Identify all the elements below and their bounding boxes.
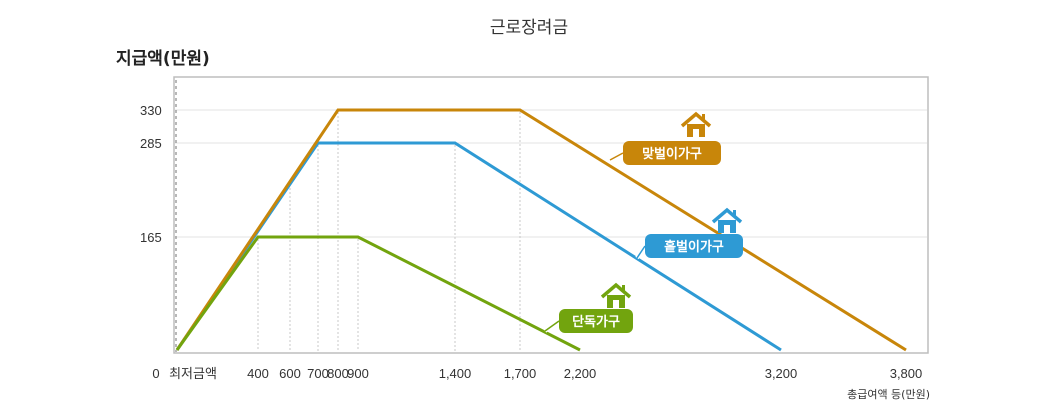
plot-frame <box>173 76 929 354</box>
origin-label: 0 <box>152 366 159 381</box>
y-tick-330: 330 <box>140 103 162 118</box>
label-leader <box>609 152 624 161</box>
x-tick-900: 900 <box>347 366 369 381</box>
series-label-box-2 <box>559 309 633 333</box>
series-line-2 <box>175 235 581 352</box>
x-tick-3800: 3,800 <box>890 366 923 381</box>
vertical-guidelines <box>257 112 521 351</box>
series-label-box-0 <box>623 141 721 165</box>
house-icon <box>680 111 712 137</box>
series-label-1: 홑벌이가구 <box>664 239 724 255</box>
x-tick-800: 800 <box>327 366 349 381</box>
y-axis-title: 지급액(만원) <box>116 49 210 69</box>
y-tick-labels: 165 285 330 <box>140 103 162 245</box>
x-tick-2200: 2,200 <box>564 366 597 381</box>
x-tick-400: 400 <box>247 366 269 381</box>
x-tick-3200: 3,200 <box>765 366 798 381</box>
x-tick-600: 600 <box>279 366 301 381</box>
series-label-0: 맞벌이가구 <box>642 146 702 162</box>
series-lines <box>175 108 907 352</box>
house-icon <box>600 282 632 308</box>
x-axis-title: 총급여액 등(만원) <box>847 388 930 401</box>
chart-title: 근로장려금 <box>490 18 568 38</box>
y-tick-165: 165 <box>140 230 162 245</box>
house-icon <box>711 207 743 233</box>
x-tick-700: 700 <box>307 366 329 381</box>
series-line-0 <box>175 108 907 352</box>
min-wage-label: 최저금액 <box>169 366 217 381</box>
series-label-2: 단독가구 <box>572 314 620 330</box>
x-tick-1700: 1,700 <box>504 366 537 381</box>
series-label-box-1 <box>645 234 743 258</box>
label-leader <box>636 245 646 259</box>
y-tick-285: 285 <box>140 136 162 151</box>
label-leader <box>544 320 560 332</box>
x-tick-1400: 1,400 <box>439 366 472 381</box>
